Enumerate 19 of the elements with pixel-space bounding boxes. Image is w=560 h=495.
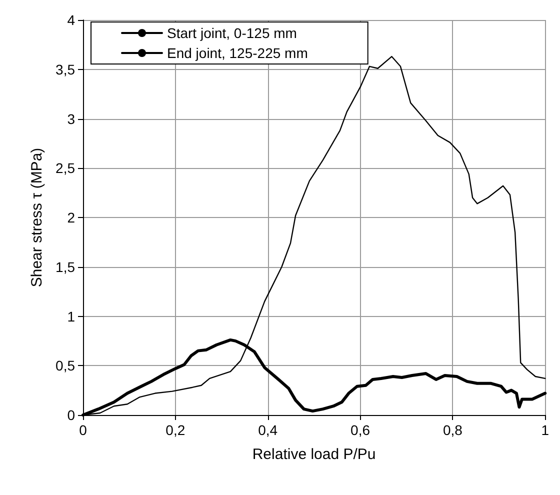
legend-label: End joint, 125-225 mm xyxy=(167,45,308,61)
y-tick-label: 3 xyxy=(67,110,76,127)
y-tick-label: 2,5 xyxy=(56,160,76,176)
x-tick-label: 0,2 xyxy=(166,422,186,438)
x-tick-label: 0,6 xyxy=(350,422,370,438)
y-axis-title: Shear stress τ (MPa) xyxy=(28,148,46,288)
x-tick-label: 0 xyxy=(79,422,88,438)
x-tick-label: 1 xyxy=(541,422,550,438)
y-tick-label: 4 xyxy=(67,12,76,28)
y-tick-label: 1 xyxy=(67,308,76,324)
y-tick-label: 2 xyxy=(67,210,76,226)
x-axis-title: Relative load P/Pu xyxy=(252,446,376,463)
y-tick-label: 0 xyxy=(67,407,76,423)
x-tick-label: 0,8 xyxy=(442,422,463,438)
x-tick-label: 0,4 xyxy=(258,422,278,438)
y-tick-label: 0,5 xyxy=(56,358,76,374)
y-tick-label: 3,5 xyxy=(56,61,76,78)
y-tick-label: 1,5 xyxy=(56,258,76,275)
legend-label: Start joint, 0-125 mm xyxy=(167,25,297,41)
